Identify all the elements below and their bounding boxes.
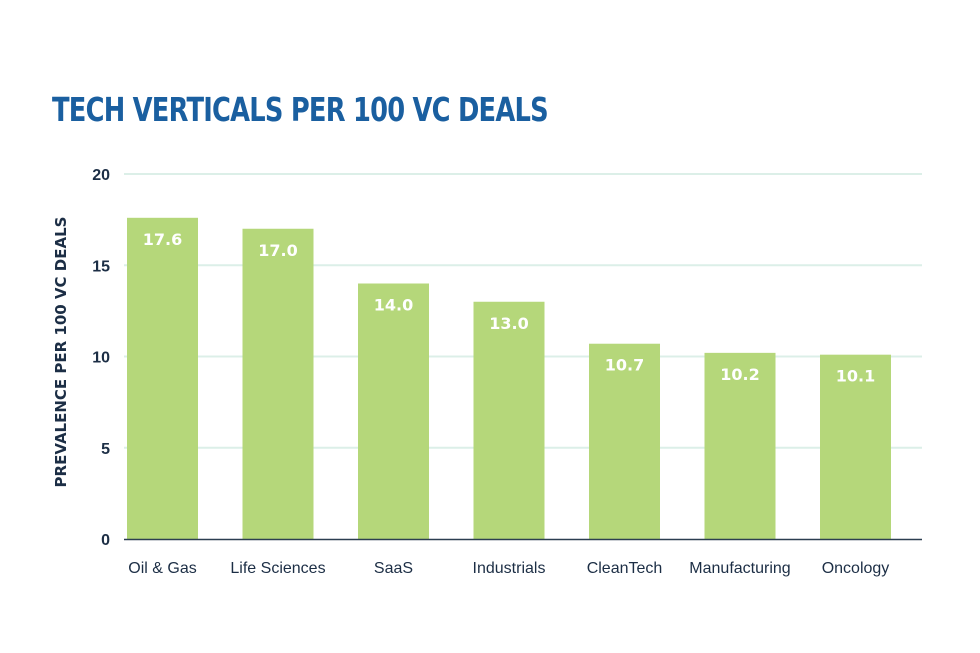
data-label: 14.0 xyxy=(374,296,413,315)
x-tick-label: SaaS xyxy=(374,560,413,577)
bar xyxy=(589,343,660,539)
x-tick-label: Oncology xyxy=(822,560,890,577)
y-axis-label: PREVALENCE PER 100 VC DEALS xyxy=(52,217,70,488)
data-label: 10.7 xyxy=(605,356,644,375)
data-label: 17.0 xyxy=(258,241,297,260)
bar xyxy=(358,283,429,539)
data-label: 10.1 xyxy=(836,367,875,386)
x-tick-label: Oil & Gas xyxy=(128,560,196,577)
chart-title: TECH VERTICALS PER 100 VC DEALS xyxy=(52,90,549,129)
x-tick-label: CleanTech xyxy=(587,560,663,577)
bar xyxy=(242,228,314,539)
bar xyxy=(127,217,198,540)
data-label: 13.0 xyxy=(489,314,528,333)
x-tick-label: Manufacturing xyxy=(689,560,790,577)
y-tick-label: 15 xyxy=(92,258,110,275)
bar xyxy=(473,301,545,539)
data-label: 17.6 xyxy=(143,230,182,249)
x-tick-label: Life Sciences xyxy=(230,560,325,577)
y-tick-label: 20 xyxy=(92,167,110,184)
y-axis-ticks: 0 5 10 15 20 xyxy=(92,167,110,549)
y-tick-label: 5 xyxy=(101,441,110,458)
data-label: 10.2 xyxy=(720,365,759,384)
x-tick-label: Industrials xyxy=(473,560,546,577)
x-axis-ticks: Oil & Gas Life Sciences SaaS Industrials Cle… xyxy=(128,560,889,577)
bar xyxy=(820,354,891,539)
data-labels: 17.6 17.0 14.0 13.0 10.7 10.2 10.1 xyxy=(143,230,875,386)
y-tick-label: 0 xyxy=(101,532,110,549)
bar xyxy=(704,352,776,539)
y-tick-label: 10 xyxy=(92,350,110,367)
bars xyxy=(127,217,891,540)
